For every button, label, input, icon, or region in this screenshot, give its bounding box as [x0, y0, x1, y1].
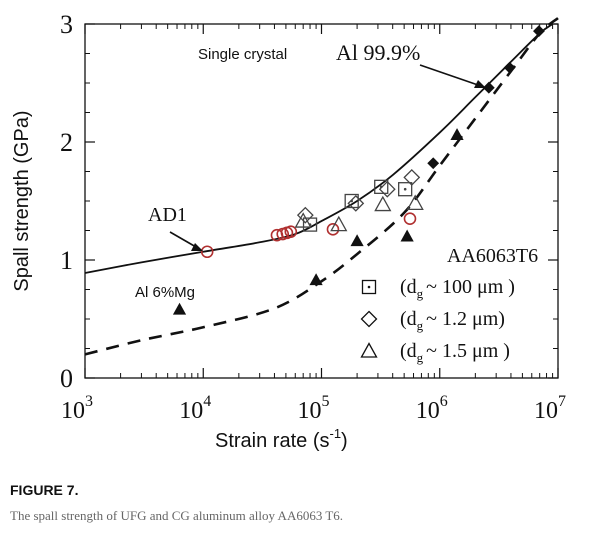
- data-point-circle-open: [284, 225, 298, 238]
- figure-caption: The spall strength of UFG and CG aluminu…: [10, 508, 344, 523]
- y-tick-label: 1: [60, 246, 73, 275]
- arrowhead-ad1: [191, 243, 203, 251]
- data-point-diamond-open: [403, 168, 421, 186]
- annotation-ad1: AD1: [148, 204, 187, 226]
- x-tick-exp: 6: [440, 393, 448, 410]
- data-point-triangle-open: [406, 194, 424, 211]
- x-tick-label: 107: [534, 393, 566, 424]
- annotation-aa6063t6: AA6063T6: [447, 245, 538, 267]
- y-tick-label: 2: [60, 128, 73, 157]
- x-axis-label-main: Strain rate (s: [215, 430, 329, 452]
- annotation-al-99-9: Al 99.9%: [336, 40, 420, 65]
- data-point-circle-open: [403, 212, 417, 225]
- data-point-triangle-filled: [350, 234, 364, 247]
- x-tick-exp: 5: [322, 393, 330, 410]
- data-point-diamond-filled: [482, 81, 495, 94]
- data-point-diamond-filled: [533, 25, 545, 37]
- arrow-ad1: [169, 231, 197, 248]
- solid-fit-curve: [84, 23, 554, 274]
- data-point-diamond-open: [296, 206, 314, 224]
- legend-marker-square-dot: [367, 285, 371, 289]
- data-point-square-open-dot: [403, 187, 407, 191]
- data-point-triangle-filled: [400, 229, 414, 242]
- x-tick-base: 10: [179, 398, 203, 424]
- x-tick-label: 105: [298, 393, 330, 424]
- data-point-triangle-filled: [450, 128, 464, 140]
- x-axis-label-tail: ): [341, 430, 348, 452]
- x-tick-base: 10: [61, 398, 85, 424]
- data-point-triangle-open: [374, 195, 392, 212]
- x-tick-exp: 3: [85, 393, 93, 410]
- data-point-diamond-open: [378, 180, 396, 198]
- dashed-fit-curve: [84, 17, 559, 356]
- x-tick-exp: 7: [558, 393, 566, 410]
- annotation-single-crystal: Single crystal: [198, 46, 287, 63]
- data-point-square-open: [374, 179, 389, 194]
- data-point-circle-open: [200, 245, 214, 259]
- legend-marker-square: [361, 279, 377, 295]
- x-tick-exp: 4: [203, 393, 211, 410]
- x-tick-label: 106: [416, 393, 448, 424]
- x-tick-base: 10: [534, 398, 558, 424]
- y-tick-label: 0: [60, 364, 73, 393]
- data-point-triangle-filled: [309, 273, 323, 286]
- legend-rest: ~ 100 μm ): [426, 276, 515, 298]
- legend-prefix: (d: [400, 340, 417, 362]
- annotation-al-6-mg: Al 6%Mg: [135, 284, 195, 301]
- figure-label: FIGURE 7.: [10, 482, 79, 498]
- arrow-single-crystal: [419, 64, 479, 86]
- y-axis-label: Spall strength (GPa): [11, 110, 33, 291]
- x-tick-label: 104: [179, 393, 211, 424]
- legend-prefix: (d: [400, 276, 417, 298]
- data-point-diamond-open: [347, 194, 365, 212]
- legend-subscript: g: [417, 350, 424, 365]
- arrowhead-single-crystal: [474, 80, 486, 88]
- data-point-triangle-open: [294, 212, 312, 228]
- legend-marker-diamond: [360, 310, 378, 328]
- x-axis-label: Strain rate (s-1): [215, 426, 348, 452]
- data-point-circle-open: [326, 223, 340, 236]
- y-tick-label: 3: [60, 10, 73, 39]
- legend-entry-square: (dg ~ 100 μm ): [400, 276, 515, 301]
- legend-rest: ~ 1.5 μm ): [426, 340, 510, 362]
- data-point-diamond-filled: [427, 157, 440, 170]
- legend-entry-triangle: (dg ~ 1.5 μm ): [400, 340, 510, 365]
- data-point-square-open: [398, 182, 413, 197]
- legend-subscript: g: [417, 318, 424, 333]
- legend-prefix: (d: [400, 308, 417, 330]
- data-point-triangle-filled: [172, 302, 187, 315]
- data-point-diamond-filled: [503, 61, 516, 74]
- x-tick-base: 10: [416, 398, 440, 424]
- x-axis-label-exp: -1: [329, 426, 341, 441]
- legend-subscript: g: [417, 286, 424, 301]
- legend-marker-triangle: [360, 342, 378, 358]
- data-point-triangle-open: [330, 215, 348, 232]
- x-tick-label: 103: [61, 393, 93, 424]
- legend-entry-diamond: (dg ~ 1.2 μm): [400, 308, 505, 333]
- x-tick-base: 10: [298, 398, 322, 424]
- legend-rest: ~ 1.2 μm): [426, 308, 505, 330]
- legend: (dg ~ 100 μm )(dg ~ 1.2 μm)(dg ~ 1.5 μm ): [360, 276, 515, 365]
